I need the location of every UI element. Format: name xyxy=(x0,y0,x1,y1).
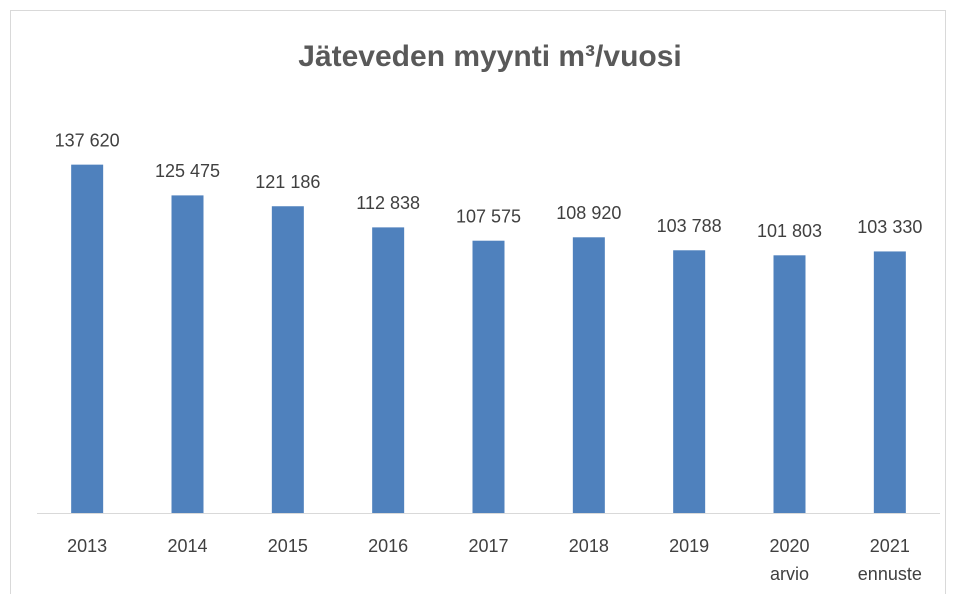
x-tick-label: 2018 xyxy=(569,536,609,556)
data-label: 103 330 xyxy=(857,217,922,237)
bar xyxy=(171,195,204,513)
data-label: 107 575 xyxy=(456,206,521,226)
x-tick-label: 2020 arvio xyxy=(769,536,809,584)
bar xyxy=(271,206,304,514)
data-label: 103 788 xyxy=(657,216,722,236)
x-tick-label: 2015 xyxy=(268,536,308,556)
bar xyxy=(372,227,405,513)
data-label: 112 838 xyxy=(356,193,420,213)
chart-title: Jäteveden myynti m³/vuosi xyxy=(298,40,681,73)
bar xyxy=(472,240,505,513)
data-label: 121 186 xyxy=(255,172,320,192)
x-tick-label: 2019 xyxy=(669,536,709,556)
bar xyxy=(873,251,906,514)
data-label: 137 620 xyxy=(55,130,120,150)
bar xyxy=(673,250,706,513)
bar xyxy=(572,237,605,513)
x-tick-label: 2016 xyxy=(368,536,408,556)
data-label: 101 803 xyxy=(757,221,822,241)
bar xyxy=(773,255,806,513)
x-tick-label: 2013 xyxy=(67,536,107,556)
x-tick-label: 2017 xyxy=(468,536,508,556)
data-label: 125 475 xyxy=(155,161,220,181)
x-tick-label: 2021 ennuste xyxy=(858,536,922,584)
bar xyxy=(71,164,104,514)
x-tick-label: 2014 xyxy=(167,536,207,556)
data-label: 108 920 xyxy=(556,203,621,223)
